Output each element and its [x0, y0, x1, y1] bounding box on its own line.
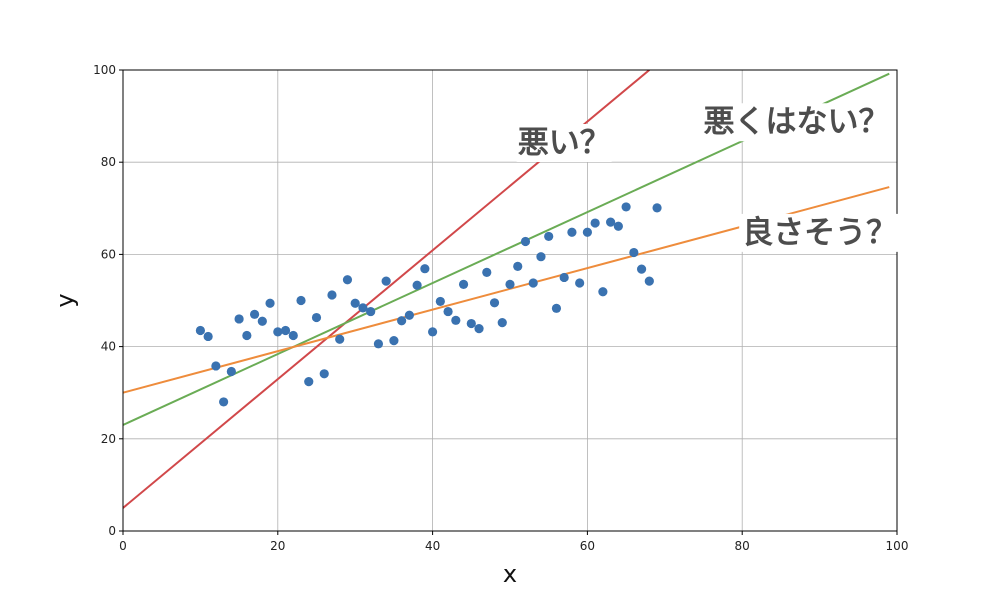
data-point-1: [203, 331, 213, 342]
data-point-23: [373, 339, 384, 349]
data-point-29: [420, 264, 430, 274]
y-axis-label: y: [51, 293, 79, 307]
y-tick-label-3: 60: [101, 247, 116, 261]
data-point-2: [211, 361, 221, 371]
data-point-49: [575, 278, 585, 288]
data-point-24: [381, 276, 391, 286]
data-point-11: [280, 325, 291, 336]
annotation-background-1: [700, 103, 893, 142]
annotation-text-1: 悪くはない？: [704, 104, 890, 140]
y-tick-label-0: 0: [108, 524, 116, 538]
data-point-50: [582, 227, 593, 237]
data-point-9: [265, 298, 275, 308]
data-point-7: [249, 309, 260, 319]
y-tick-label-2: 40: [101, 340, 116, 354]
x-tick-label-4: 80: [735, 539, 750, 553]
data-point-48: [567, 227, 577, 237]
data-point-16: [319, 369, 329, 379]
y-tick-label-4: 80: [101, 155, 116, 169]
data-point-22: [366, 306, 376, 317]
y-tick-label-1: 20: [101, 432, 116, 446]
data-point-6: [242, 330, 252, 341]
data-point-30: [428, 327, 438, 337]
y-tick-label-5: 100: [93, 63, 116, 77]
annotation-0: 悪い？: [514, 123, 614, 162]
data-points: [195, 202, 662, 407]
data-point-21: [358, 303, 368, 313]
data-point-35: [466, 318, 476, 329]
x-ticks: 0 20 40 60 80 100: [119, 531, 908, 553]
data-point-43: [528, 278, 538, 288]
data-point-47: [559, 272, 569, 283]
data-point-8: [257, 316, 267, 326]
data-point-46: [551, 303, 562, 313]
annotation-2: 良さそう？: [739, 213, 901, 252]
data-point-57: [636, 264, 647, 274]
data-point-12: [288, 330, 298, 341]
data-point-26: [397, 316, 407, 326]
annotation-text-2: 良さそう？: [742, 215, 897, 251]
data-point-4: [226, 366, 236, 377]
data-point-20: [350, 298, 360, 308]
data-point-28: [412, 280, 422, 290]
x-tick-label-5: 100: [886, 539, 909, 553]
annotation-background-0: [514, 123, 614, 162]
data-point-10: [273, 327, 283, 337]
x-tick-label-1: 20: [270, 539, 285, 553]
annotation-background-2: [739, 213, 901, 252]
data-point-36: [474, 324, 484, 334]
data-point-17: [327, 290, 337, 300]
data-point-55: [621, 202, 631, 212]
data-point-51: [590, 218, 600, 228]
data-point-15: [311, 312, 322, 323]
data-point-53: [606, 217, 616, 227]
data-point-52: [598, 287, 608, 297]
plot-frame: [122, 69, 898, 532]
data-point-34: [458, 279, 469, 289]
data-point-40: [505, 279, 515, 289]
data-point-3: [219, 397, 229, 407]
data-point-37: [482, 267, 492, 277]
data-point-13: [296, 295, 306, 306]
data-point-18: [335, 334, 345, 344]
data-point-0: [195, 325, 205, 336]
data-point-54: [613, 221, 623, 231]
data-point-25: [389, 336, 399, 346]
data-point-33: [451, 315, 461, 325]
annotations: 悪い？ 悪くはない？ 良さそう？: [514, 103, 901, 252]
data-point-31: [435, 296, 445, 307]
x-tick-label-2: 40: [425, 539, 440, 553]
data-point-41: [513, 261, 523, 271]
y-ticks: 0 20 40 60 80 100: [93, 63, 123, 538]
data-point-59: [652, 203, 662, 213]
data-point-32: [443, 306, 453, 317]
data-point-5: [234, 314, 244, 324]
data-point-58: [644, 276, 654, 286]
data-point-56: [629, 247, 639, 258]
data-point-39: [497, 318, 507, 328]
data-point-44: [536, 252, 546, 262]
annotation-1: 悪くはない？: [700, 103, 893, 142]
data-point-42: [520, 236, 531, 247]
data-point-38: [489, 298, 500, 308]
x-axis-label: x: [503, 560, 517, 588]
x-tick-label-0: 0: [119, 539, 127, 553]
data-point-27: [404, 310, 414, 320]
annotation-text-0: 悪い？: [518, 125, 611, 161]
data-point-14: [304, 377, 314, 387]
x-tick-label-3: 60: [580, 539, 595, 553]
data-point-45: [544, 231, 554, 242]
data-point-19: [342, 275, 353, 285]
